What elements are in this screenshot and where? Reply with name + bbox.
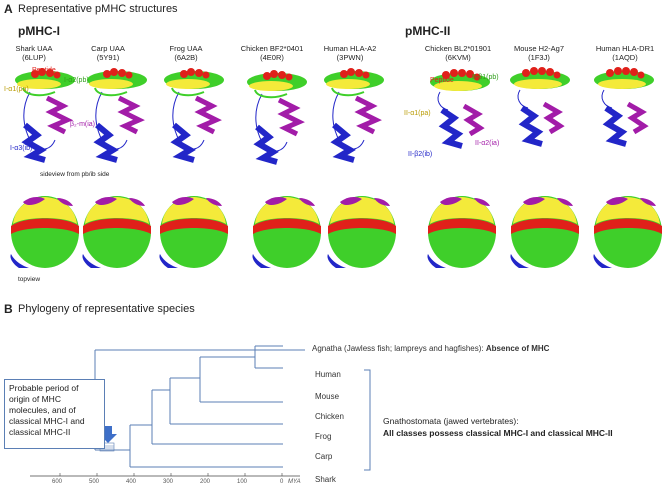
- structure-label: Shark UAA (6LUP): [15, 44, 53, 62]
- axis-tick: 600: [52, 479, 63, 485]
- annot-ii-a2: II-α2(ia): [475, 140, 500, 147]
- structure-label: Carp UAA (5Y91): [91, 44, 125, 62]
- structure-hla-a2: [324, 68, 384, 160]
- axis-tick: 200: [200, 479, 211, 485]
- axis-tick: 100: [237, 479, 248, 485]
- structure-label: Mouse H2-Ag7 (1F3J): [513, 44, 565, 62]
- species-label: Shark: [315, 475, 336, 484]
- structure-frog: [164, 68, 224, 160]
- species-label: Carp: [315, 452, 333, 461]
- structure-label: Frog UAA (6A2B): [169, 44, 203, 62]
- surface-chicken-bf2: [252, 196, 321, 268]
- surface-hla-a2: [327, 196, 396, 268]
- surface-hla-dr1: [593, 196, 662, 268]
- axis-tick: 0: [280, 479, 284, 485]
- structure-label: Human HLA-DR1 (1AQD): [595, 44, 655, 62]
- panel-a-letter: A: [4, 2, 13, 16]
- annot-topview: topview: [18, 276, 41, 283]
- phylogeny-tree: [30, 345, 371, 477]
- panel-a-title: Representative pMHC structures: [18, 3, 178, 15]
- agnatha-label: Agnatha (Jawless fish; lampreys and hagf…: [312, 344, 550, 353]
- species-label: Human: [315, 370, 341, 379]
- annot-i-a3: I-α3(ib): [10, 145, 33, 152]
- structure-label: Human HLA-A2 (3PWN): [323, 44, 377, 62]
- structure-label: Chicken BF2*0401 (4E0R): [240, 44, 304, 62]
- axis-tick: 500: [89, 479, 100, 485]
- annot-ii-b2: II-β2(ib): [408, 151, 433, 158]
- group-title-mhc2: pMHC-II: [405, 24, 451, 38]
- surface-carp: [82, 196, 151, 268]
- structure-hla-dr1: [594, 67, 654, 144]
- annot-i-a2: I-α2(pb): [64, 77, 89, 84]
- annot-sideview: sideview from pb/ib side: [40, 171, 110, 178]
- species-label: Mouse: [315, 392, 340, 401]
- annot-peptide-1: Peptide: [32, 67, 56, 74]
- axis-unit: MYA: [288, 479, 301, 485]
- surface-mouse-h2: [510, 196, 579, 268]
- gnathostomata-statement: All classes possess classical MHC-I and …: [383, 428, 613, 438]
- annot-ii-b1: II-β1(pb): [472, 74, 499, 81]
- structure-carp: [87, 68, 147, 160]
- annot-b2m: β₂-m(ia): [70, 121, 96, 128]
- axis-tick: 400: [126, 479, 137, 485]
- topview-structures: [10, 196, 662, 268]
- group-title-mhc1: pMHC-I: [18, 24, 60, 38]
- annot-peptide-2: Peptide: [430, 77, 454, 84]
- surface-chicken-bl2: [427, 196, 496, 268]
- structure-mouse-h2: [510, 67, 570, 144]
- surface-shark: [10, 196, 80, 268]
- surface-frog: [159, 196, 228, 268]
- sideview-structures: [0, 62, 670, 180]
- annot-ii-a1: II-α1(pa): [404, 110, 431, 117]
- gnathostomata-label: Gnathostomata (jawed vertebrates):: [383, 416, 519, 426]
- origin-period-box: Probable period of origin of MHC molecul…: [4, 379, 105, 449]
- annot-i-a1: I-α1(pa): [4, 86, 29, 93]
- species-label: Frog: [315, 432, 332, 441]
- structure-chicken-bf2: [247, 70, 307, 162]
- axis-tick: 300: [163, 479, 174, 485]
- panel-b-letter: B: [4, 302, 13, 316]
- panel-b-title: Phylogeny of representative species: [18, 303, 195, 315]
- structure-label: Chicken BL2*01901 (6KVM): [424, 44, 492, 62]
- species-label: Chicken: [315, 412, 344, 421]
